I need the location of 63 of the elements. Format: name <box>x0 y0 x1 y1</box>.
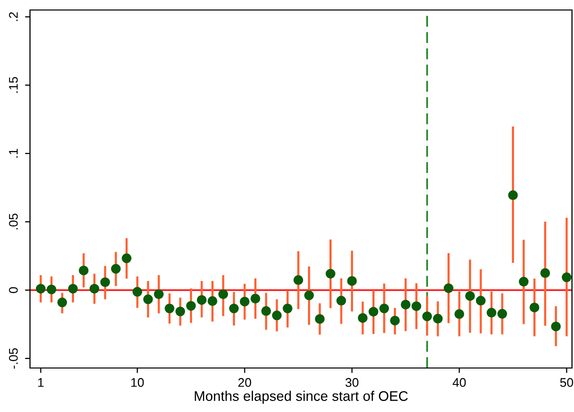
x-tick-label: 50 <box>560 378 574 387</box>
point <box>314 314 325 324</box>
point <box>90 284 100 294</box>
y-tick-label: 0 <box>8 287 18 294</box>
point <box>282 304 292 314</box>
point <box>68 284 78 294</box>
x-tick-label: 30 <box>346 378 358 387</box>
point <box>486 308 496 318</box>
y-tick-label: .2 <box>8 12 18 21</box>
point <box>508 190 518 200</box>
point <box>465 291 475 301</box>
point <box>122 253 132 264</box>
point <box>444 283 454 294</box>
point <box>551 322 561 332</box>
point <box>336 296 346 306</box>
point <box>164 304 174 314</box>
point <box>186 300 196 311</box>
point <box>154 289 164 300</box>
x-tick-label: 40 <box>452 378 466 387</box>
x-tick-label: 10 <box>131 378 144 387</box>
y-tick-label: .05 <box>8 214 18 230</box>
point <box>358 313 368 323</box>
point <box>208 296 218 306</box>
point <box>540 268 550 278</box>
point <box>562 272 572 282</box>
point <box>240 296 250 306</box>
point <box>293 275 304 285</box>
x-tick-label: 1 <box>38 378 44 387</box>
x-axis-title: Months elapsed since start of OEC <box>194 390 408 404</box>
point <box>111 264 121 274</box>
point <box>432 314 443 324</box>
point <box>46 284 56 294</box>
point <box>132 286 142 297</box>
point <box>229 304 239 314</box>
point <box>518 276 529 287</box>
point <box>347 276 357 286</box>
point <box>304 290 314 300</box>
point <box>272 310 282 320</box>
point <box>261 306 271 316</box>
point <box>412 301 422 312</box>
point <box>36 284 46 294</box>
point <box>379 304 390 314</box>
point <box>476 296 486 306</box>
y-tick-label: .15 <box>9 76 18 93</box>
y-tick-label: -.05 <box>8 348 18 369</box>
point <box>497 308 508 319</box>
point <box>326 268 336 279</box>
y-tick-label: .1 <box>9 148 18 158</box>
point <box>78 266 89 276</box>
point <box>175 306 186 316</box>
point <box>218 289 228 300</box>
point <box>400 300 411 310</box>
point <box>143 294 153 304</box>
point <box>422 311 432 322</box>
point <box>57 298 68 308</box>
point <box>368 306 378 317</box>
point <box>250 294 260 304</box>
point <box>390 316 400 326</box>
point <box>530 302 540 312</box>
point <box>454 309 464 319</box>
point <box>196 295 207 305</box>
point <box>100 277 110 288</box>
x-tick-label: 20 <box>238 378 252 387</box>
